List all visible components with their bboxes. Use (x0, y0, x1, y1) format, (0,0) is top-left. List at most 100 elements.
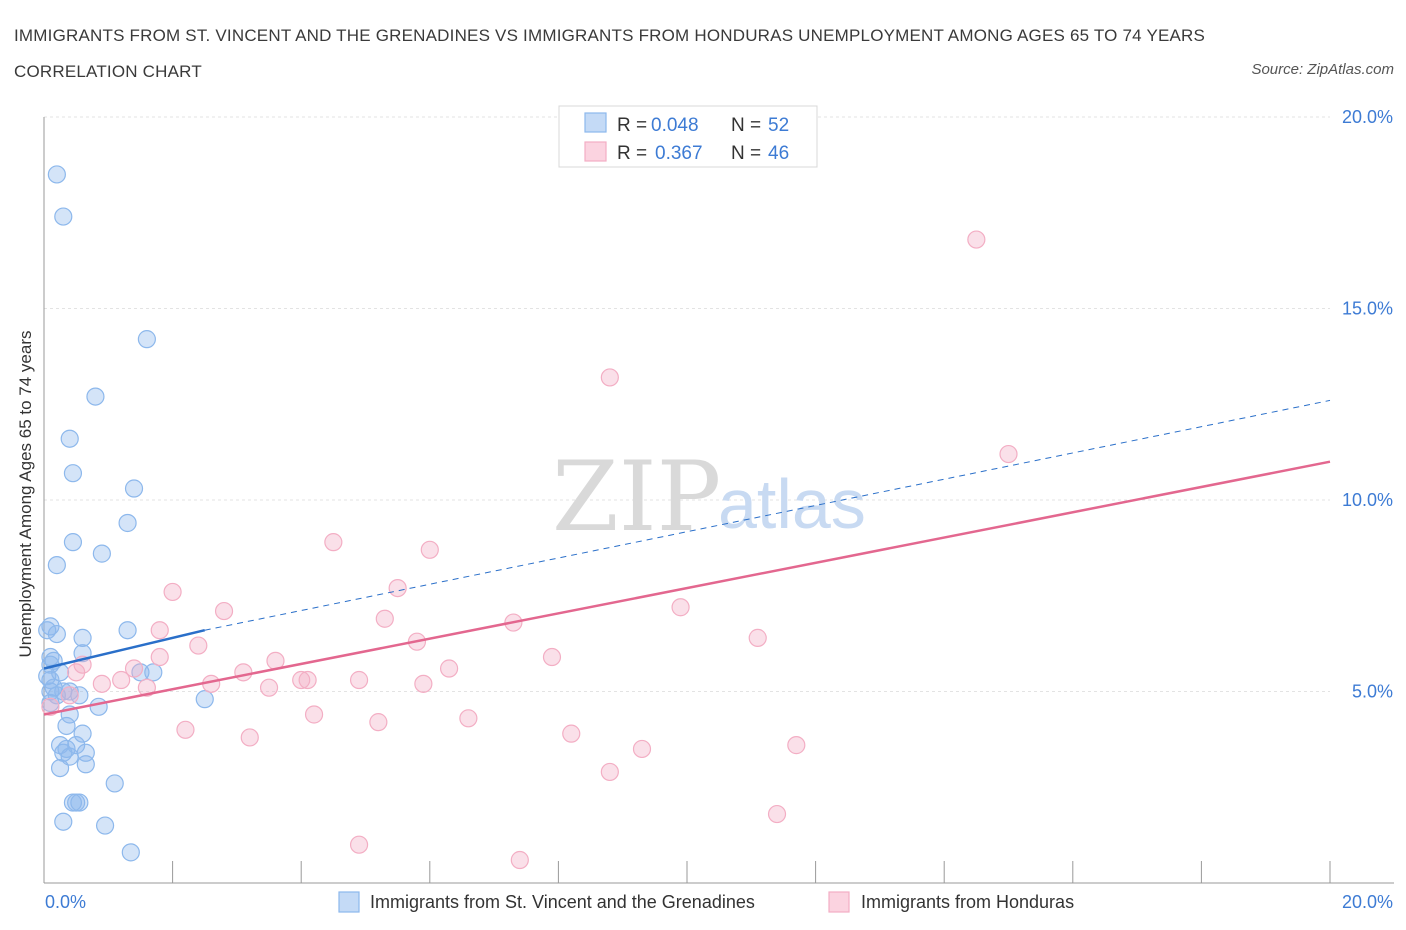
legend: Immigrants from St. Vincent and the Gren… (338, 891, 1074, 913)
point-honduras (510, 850, 529, 870)
point-honduras (600, 368, 619, 387)
point-honduras (41, 697, 60, 716)
point-st-vincent (60, 429, 79, 448)
point-st-vincent (47, 686, 66, 705)
point-st-vincent (38, 621, 57, 640)
stats-n-value-2: 46 (768, 143, 789, 164)
point-st-vincent (124, 479, 144, 498)
point-honduras (240, 728, 259, 747)
point-st-vincent (47, 556, 66, 575)
point-honduras (176, 720, 195, 739)
point-st-vincent (137, 330, 156, 349)
point-st-vincent (73, 628, 92, 647)
point-st-vincent (144, 663, 163, 682)
point-honduras (388, 578, 407, 598)
y-tick-label: 5.0% (1352, 682, 1393, 702)
trend-line-st-vincent (43, 629, 206, 670)
point-honduras (349, 835, 369, 854)
y-axis-label: Unemployment Among Ages 65 to 74 years (16, 331, 35, 658)
legend-label-1: Immigrants from St. Vincent and the Gren… (370, 892, 755, 912)
point-st-vincent (118, 513, 137, 533)
watermark-atlas: atlas (718, 465, 866, 543)
point-st-vincent (86, 387, 105, 406)
point-st-vincent (63, 464, 83, 483)
point-honduras (999, 444, 1018, 464)
point-honduras (92, 674, 111, 693)
stats-r-label-2: R = (617, 143, 647, 164)
point-st-vincent (67, 736, 86, 755)
point-honduras (420, 540, 439, 559)
point-honduras (292, 670, 311, 690)
axes: 5.0% 10.0% 15.0% 20.0% 0.0% 20.0% (43, 107, 1394, 912)
point-st-vincent (118, 621, 137, 640)
stats-n-label-1: N = (731, 115, 761, 136)
point-honduras (967, 230, 986, 249)
point-honduras (748, 628, 767, 647)
trend-line-st-vincent-extended (204, 399, 1331, 631)
point-honduras (767, 804, 787, 824)
legend-label-2: Immigrants from Honduras (861, 892, 1074, 912)
point-st-vincent (121, 843, 140, 862)
chart-source: Source: ZipAtlas.com (1251, 61, 1394, 78)
point-st-vincent (76, 755, 95, 774)
point-st-vincent (89, 697, 108, 716)
point-honduras (632, 739, 652, 759)
y-tick-label: 10.0% (1342, 490, 1393, 510)
point-st-vincent (92, 544, 111, 563)
legend-swatch-blue (338, 891, 360, 913)
point-honduras (234, 663, 253, 682)
point-honduras (150, 621, 169, 640)
point-honduras (163, 582, 182, 602)
stats-n-label-2: N = (731, 143, 761, 164)
watermark-zip: ZIP (552, 441, 721, 553)
point-st-vincent (73, 724, 92, 743)
y-tick-label: 15.0% (1342, 299, 1393, 319)
point-st-vincent (54, 207, 73, 226)
point-honduras (60, 686, 79, 705)
x-tick-label: 0.0% (45, 892, 86, 912)
stats-box: R = 0.048 N = 52 R = 0.367 N = 46 (558, 105, 818, 168)
legend-swatch-pink (828, 891, 850, 913)
point-honduras (189, 636, 208, 655)
point-honduras (542, 647, 562, 667)
point-honduras (112, 670, 131, 690)
point-st-vincent (47, 624, 66, 644)
point-st-vincent (47, 165, 66, 184)
trend-lines (43, 399, 1331, 716)
stats-r-value-1: 0.048 (651, 115, 699, 136)
point-st-vincent (50, 758, 70, 778)
point-st-vincent (38, 667, 57, 686)
point-st-vincent (95, 816, 115, 835)
point-honduras (67, 663, 86, 682)
stats-r-value-2: 0.367 (655, 143, 703, 164)
stats-r-label-1: R = (617, 115, 647, 136)
stats-swatch-pink (584, 141, 607, 162)
trend-line-honduras (43, 460, 1331, 716)
point-honduras (600, 762, 619, 782)
point-honduras (304, 705, 324, 724)
stats-swatch-blue (584, 112, 607, 133)
point-honduras (349, 670, 369, 690)
point-honduras (562, 724, 581, 743)
y-tick-label: 20.0% (1342, 107, 1393, 127)
watermark: ZIP atlas (552, 441, 866, 553)
stats-n-value-1: 52 (768, 115, 789, 136)
point-honduras (439, 659, 459, 678)
point-honduras (787, 736, 806, 755)
point-st-vincent (195, 690, 214, 709)
point-honduras (369, 713, 388, 732)
point-honduras (214, 601, 234, 621)
point-st-vincent (57, 716, 76, 736)
point-honduras (298, 670, 317, 690)
point-st-vincent (70, 793, 89, 812)
point-st-vincent (54, 812, 73, 831)
point-honduras (375, 609, 394, 628)
point-honduras (259, 678, 279, 697)
chart-title: IMMIGRANTS FROM ST. VINCENT AND THE GREN… (14, 26, 1206, 81)
point-honduras (671, 598, 690, 617)
point-honduras (137, 678, 156, 697)
data-points (38, 107, 1018, 870)
point-st-vincent (70, 686, 89, 705)
point-st-vincent (105, 774, 124, 793)
